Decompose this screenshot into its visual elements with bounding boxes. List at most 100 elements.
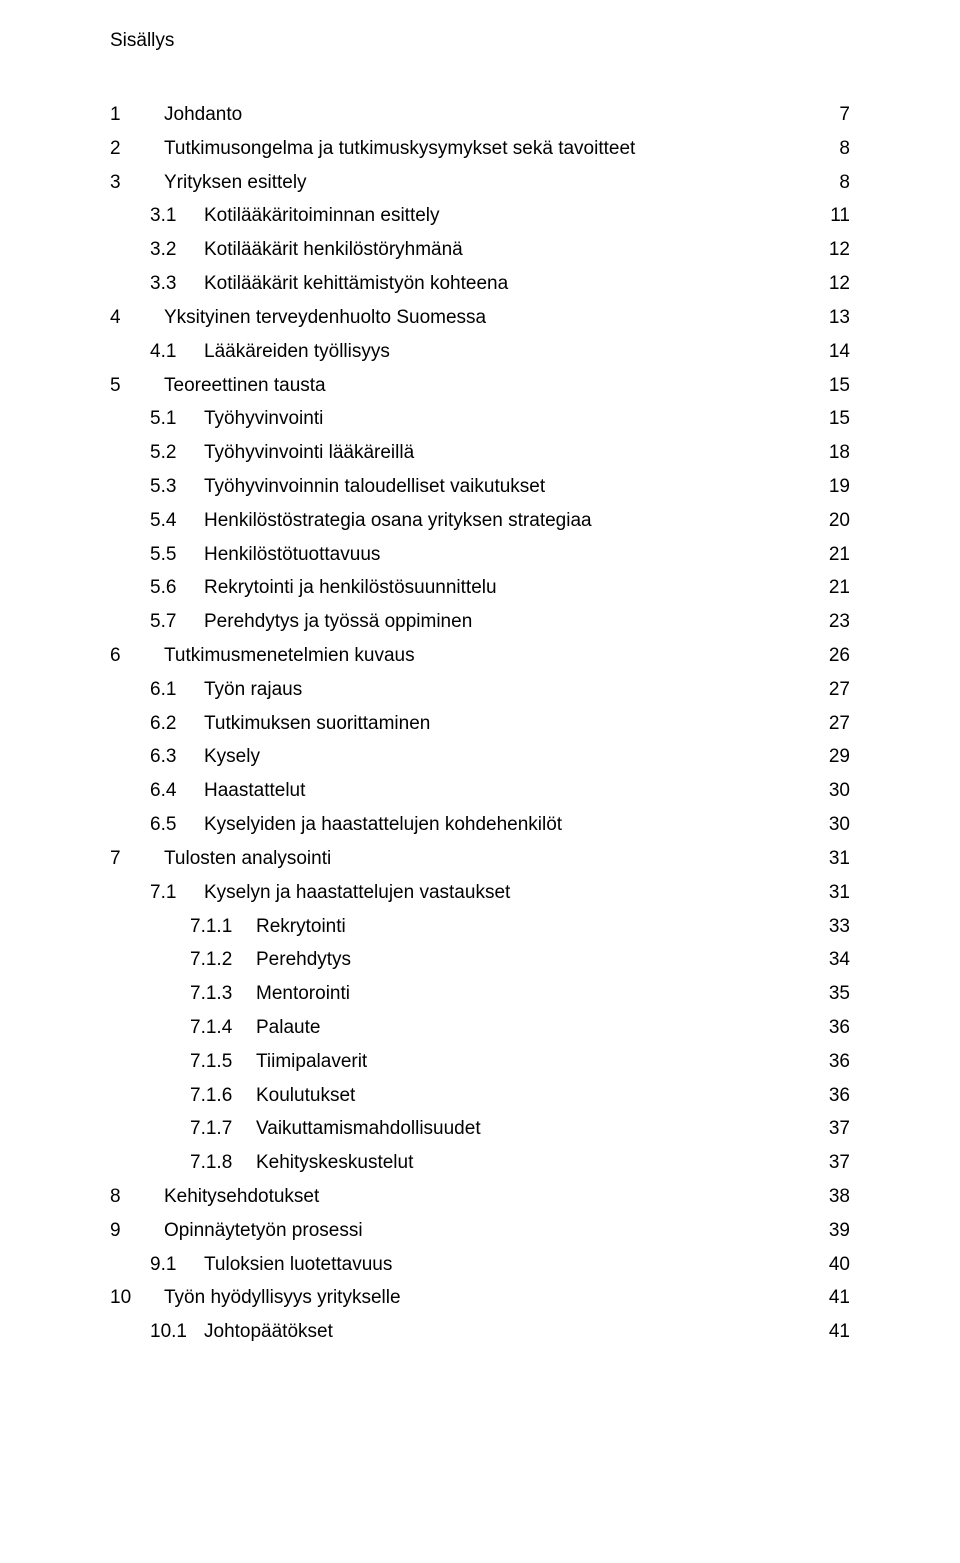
- toc-entry-number: 7: [110, 842, 164, 876]
- toc-entry-number: 6.2: [150, 707, 204, 741]
- toc-entry: 6.4Haastattelut30: [150, 774, 850, 808]
- toc-entry-number: 5.2: [150, 436, 204, 470]
- toc-entry: 8Kehitysehdotukset 38: [110, 1180, 850, 1214]
- toc-entry-number: 5.5: [150, 538, 204, 572]
- toc-entry-page: 14: [816, 335, 850, 369]
- toc-entry-page: 36: [816, 1011, 850, 1045]
- toc-entry: 7.1.5Tiimipalaverit36: [190, 1045, 850, 1079]
- toc-entry-page: 8: [816, 166, 850, 200]
- toc-entry: 7Tulosten analysointi31: [110, 842, 850, 876]
- toc-entry: 5.3Työhyvinvoinnin taloudelliset vaikutu…: [150, 470, 850, 504]
- toc-entry-number: 4: [110, 301, 164, 335]
- toc-entry-label: Yksityinen terveydenhuolto Suomessa: [164, 301, 486, 335]
- toc-entry-label: Tutkimusmenetelmien kuvaus: [164, 639, 415, 673]
- toc-entry-number: 7.1.5: [190, 1045, 256, 1079]
- toc-entry-number: 5.1: [150, 402, 204, 436]
- toc-entry: 6.5Kyselyiden ja haastattelujen kohdehen…: [150, 808, 850, 842]
- toc-entry-page: 21: [816, 538, 850, 572]
- toc-entry: 3.3Kotilääkärit kehittämistyön kohteena1…: [150, 267, 850, 301]
- toc-entry-label: Kyselyn ja haastattelujen vastaukset: [204, 876, 510, 910]
- toc-entry-page: 34: [816, 943, 850, 977]
- toc-entry-label: Kehitysehdotukset: [164, 1180, 319, 1214]
- toc-entry-page: 33: [816, 910, 850, 944]
- toc-entry-label: Koulutukset: [256, 1079, 355, 1113]
- toc-entry-number: 7.1.4: [190, 1011, 256, 1045]
- toc-entry: 4Yksityinen terveydenhuolto Suomessa 13: [110, 301, 850, 335]
- toc-entry: 10.1Johtopäätökset41: [150, 1315, 850, 1349]
- table-of-contents: 1Johdanto72Tutkimusongelma ja tutkimusky…: [110, 98, 850, 1349]
- toc-entry-page: 27: [816, 707, 850, 741]
- toc-entry: 6Tutkimusmenetelmien kuvaus26: [110, 639, 850, 673]
- toc-entry: 2Tutkimusongelma ja tutkimuskysymykset s…: [110, 132, 850, 166]
- toc-entry-number: 8: [110, 1180, 164, 1214]
- toc-entry-number: 7.1.8: [190, 1146, 256, 1180]
- toc-entry: 1Johdanto7: [110, 98, 850, 132]
- toc-entry-label: Perehdytys: [256, 943, 351, 977]
- toc-entry-number: 4.1: [150, 335, 204, 369]
- toc-entry-label: Johdanto: [164, 98, 242, 132]
- toc-entry: 3Yrityksen esittely8: [110, 166, 850, 200]
- toc-entry-number: 6.3: [150, 740, 204, 774]
- toc-entry-label: Teoreettinen tausta: [164, 369, 326, 403]
- toc-entry-page: 23: [816, 605, 850, 639]
- toc-entry-page: 38: [816, 1180, 850, 1214]
- toc-entry-number: 7.1.7: [190, 1112, 256, 1146]
- toc-entry-number: 7.1: [150, 876, 204, 910]
- toc-entry-number: 1: [110, 98, 164, 132]
- toc-entry-label: Työhyvinvoinnin taloudelliset vaikutukse…: [204, 470, 545, 504]
- toc-entry-number: 9: [110, 1214, 164, 1248]
- toc-entry-label: Tulosten analysointi: [164, 842, 331, 876]
- toc-entry: 7.1.4Palaute 36: [190, 1011, 850, 1045]
- toc-entry-page: 35: [816, 977, 850, 1011]
- toc-entry: 7.1.2Perehdytys34: [190, 943, 850, 977]
- page: Sisällys 1Johdanto72Tutkimusongelma ja t…: [0, 0, 960, 1409]
- toc-entry-number: 9.1: [150, 1248, 204, 1282]
- toc-entry-page: 19: [816, 470, 850, 504]
- toc-entry-page: 15: [816, 369, 850, 403]
- toc-entry-label: Kysely: [204, 740, 260, 774]
- page-title: Sisällys: [110, 30, 850, 52]
- toc-entry-label: Työhyvinvointi lääkäreillä: [204, 436, 414, 470]
- toc-entry-page: 39: [816, 1214, 850, 1248]
- toc-entry-number: 7.1.6: [190, 1079, 256, 1113]
- toc-entry: 7.1.1Rekrytointi33: [190, 910, 850, 944]
- toc-entry-label: Perehdytys ja työssä oppiminen: [204, 605, 472, 639]
- toc-entry-label: Yrityksen esittely: [164, 166, 307, 200]
- toc-entry-page: 37: [816, 1146, 850, 1180]
- toc-entry-number: 3.3: [150, 267, 204, 301]
- toc-entry-page: 13: [816, 301, 850, 335]
- toc-entry-label: Palaute: [256, 1011, 320, 1045]
- toc-entry-number: 7.1.1: [190, 910, 256, 944]
- toc-entry-number: 5.6: [150, 571, 204, 605]
- toc-entry-page: 36: [816, 1079, 850, 1113]
- toc-entry-page: 37: [816, 1112, 850, 1146]
- toc-entry-page: 11: [816, 199, 850, 233]
- toc-entry: 5.2Työhyvinvointi lääkäreillä18: [150, 436, 850, 470]
- toc-entry: 6.1Työn rajaus27: [150, 673, 850, 707]
- toc-entry: 3.1Kotilääkäritoiminnan esittely11: [150, 199, 850, 233]
- toc-entry: 6.2Tutkimuksen suorittaminen 27: [150, 707, 850, 741]
- toc-entry-label: Opinnäytetyön prosessi: [164, 1214, 363, 1248]
- toc-entry-label: Tutkimuksen suorittaminen: [204, 707, 430, 741]
- toc-entry-number: 2: [110, 132, 164, 166]
- toc-entry-number: 10: [110, 1281, 164, 1315]
- toc-entry-number: 7.1.3: [190, 977, 256, 1011]
- toc-entry-page: 27: [816, 673, 850, 707]
- toc-entry-label: Tuloksien luotettavuus: [204, 1248, 392, 1282]
- toc-entry: 7.1.7Vaikuttamismahdollisuudet37: [190, 1112, 850, 1146]
- toc-entry-page: 30: [816, 774, 850, 808]
- toc-entry-number: 5.7: [150, 605, 204, 639]
- toc-entry-number: 6: [110, 639, 164, 673]
- toc-entry-page: 21: [816, 571, 850, 605]
- toc-entry-page: 30: [816, 808, 850, 842]
- toc-entry-number: 5.3: [150, 470, 204, 504]
- toc-entry-page: 12: [816, 267, 850, 301]
- toc-entry-page: 41: [816, 1281, 850, 1315]
- toc-entry: 5.6Rekrytointi ja henkilöstösuunnittelu2…: [150, 571, 850, 605]
- toc-entry: 7.1.3Mentorointi35: [190, 977, 850, 1011]
- toc-entry: 7.1.6Koulutukset 36: [190, 1079, 850, 1113]
- toc-entry-page: 40: [816, 1248, 850, 1282]
- toc-entry: 5.4Henkilöstöstrategia osana yrityksen s…: [150, 504, 850, 538]
- toc-entry-page: 31: [816, 876, 850, 910]
- toc-entry-label: Työhyvinvointi: [204, 402, 323, 436]
